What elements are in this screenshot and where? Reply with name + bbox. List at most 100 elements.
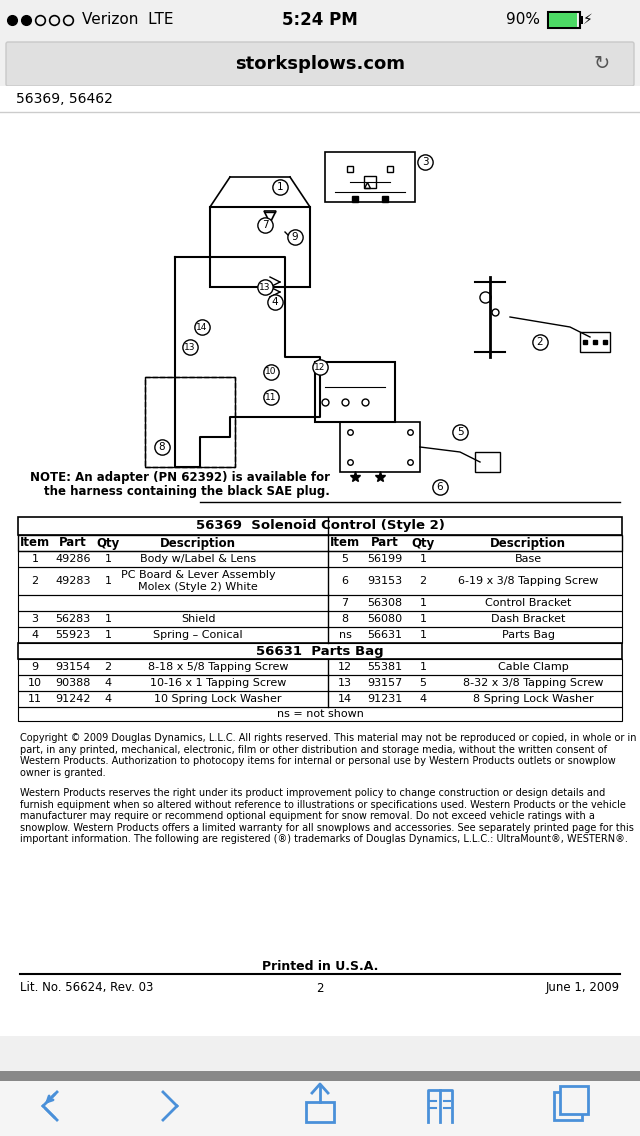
Bar xyxy=(580,16,583,24)
Bar xyxy=(0,0,640,44)
Text: 10: 10 xyxy=(265,368,276,376)
Text: Printed in U.S.A.: Printed in U.S.A. xyxy=(262,960,378,972)
Text: 10-16 x 1 Tapping Screw: 10-16 x 1 Tapping Screw xyxy=(150,678,286,688)
Bar xyxy=(145,377,235,467)
Text: 56308: 56308 xyxy=(367,598,403,608)
Text: 2: 2 xyxy=(419,576,427,586)
Text: 1: 1 xyxy=(419,630,426,640)
Text: 56283: 56283 xyxy=(56,613,91,624)
Text: 5: 5 xyxy=(342,554,349,563)
Text: Copyright © 2009 Douglas Dynamics, L.L.C. All rights reserved. This material may: Copyright © 2009 Douglas Dynamics, L.L.C… xyxy=(20,733,637,778)
Text: 3: 3 xyxy=(31,613,38,624)
Text: 1: 1 xyxy=(104,576,111,586)
Text: 8-32 x 3/8 Tapping Screw: 8-32 x 3/8 Tapping Screw xyxy=(463,678,604,688)
Text: 1: 1 xyxy=(31,554,38,563)
Text: 7: 7 xyxy=(341,598,349,608)
Text: 1: 1 xyxy=(419,598,426,608)
Text: 13: 13 xyxy=(184,342,196,351)
Text: 1: 1 xyxy=(419,613,426,624)
Text: 13: 13 xyxy=(259,283,271,292)
Text: 2: 2 xyxy=(31,576,38,586)
Text: Body w/Label & Lens: Body w/Label & Lens xyxy=(140,554,256,563)
Text: 93157: 93157 xyxy=(367,678,403,688)
Text: 2: 2 xyxy=(316,982,324,994)
Text: 12: 12 xyxy=(338,662,352,673)
Text: 1: 1 xyxy=(419,554,426,563)
Text: 12: 12 xyxy=(314,362,326,371)
Text: 1: 1 xyxy=(419,662,426,673)
Text: 5: 5 xyxy=(419,678,426,688)
Bar xyxy=(18,517,622,535)
Text: 11: 11 xyxy=(265,393,276,401)
Text: 6-19 x 3/8 Tapping Screw: 6-19 x 3/8 Tapping Screw xyxy=(458,576,598,586)
Text: Dash Bracket: Dash Bracket xyxy=(491,613,565,624)
Text: 91231: 91231 xyxy=(367,694,403,704)
Bar xyxy=(8,44,632,84)
Bar xyxy=(18,643,622,659)
Text: 55381: 55381 xyxy=(367,662,403,673)
Text: Part: Part xyxy=(371,536,399,550)
Text: Verizon  LTE: Verizon LTE xyxy=(82,12,173,27)
Text: 56369, 56462: 56369, 56462 xyxy=(16,92,113,106)
Text: the harness containing the black SAE plug.: the harness containing the black SAE plu… xyxy=(44,485,330,499)
Bar xyxy=(18,567,622,595)
Bar xyxy=(0,112,640,1036)
Bar xyxy=(18,611,622,627)
Text: 3: 3 xyxy=(422,157,428,167)
Bar xyxy=(210,207,310,287)
Bar xyxy=(0,1071,640,1081)
Text: 56369  Solenoid Control (Style 2): 56369 Solenoid Control (Style 2) xyxy=(196,519,444,533)
Text: Base: Base xyxy=(515,554,541,563)
Text: 8: 8 xyxy=(159,442,165,452)
Text: 90388: 90388 xyxy=(55,678,91,688)
Text: Shield: Shield xyxy=(180,613,215,624)
Text: Description: Description xyxy=(490,536,566,550)
Text: Spring – Conical: Spring – Conical xyxy=(153,630,243,640)
Bar xyxy=(18,659,622,675)
Text: 1: 1 xyxy=(104,630,111,640)
Bar xyxy=(325,152,415,202)
Text: 93154: 93154 xyxy=(56,662,91,673)
Text: 4: 4 xyxy=(104,694,111,704)
Text: PC Board & Lever Assembly: PC Board & Lever Assembly xyxy=(121,570,275,580)
Text: Western Products reserves the right under its product improvement policy to chan: Western Products reserves the right unde… xyxy=(20,788,634,844)
Text: 93153: 93153 xyxy=(367,576,403,586)
Text: 2: 2 xyxy=(104,662,111,673)
Text: 6: 6 xyxy=(436,482,444,492)
Text: 13: 13 xyxy=(338,678,352,688)
Text: NOTE: An adapter (PN 62392) is available for: NOTE: An adapter (PN 62392) is available… xyxy=(30,470,330,484)
Text: Description: Description xyxy=(160,536,236,550)
Text: 11: 11 xyxy=(28,694,42,704)
Bar xyxy=(475,452,500,471)
Text: 8: 8 xyxy=(341,613,349,624)
FancyBboxPatch shape xyxy=(6,42,634,86)
Text: 8-18 x 5/8 Tapping Screw: 8-18 x 5/8 Tapping Screw xyxy=(148,662,288,673)
Text: 1: 1 xyxy=(104,554,111,563)
Text: 4: 4 xyxy=(104,678,111,688)
Text: 14: 14 xyxy=(196,323,208,332)
Text: Qty: Qty xyxy=(97,536,120,550)
Bar xyxy=(580,332,610,352)
Bar xyxy=(18,691,622,707)
Bar xyxy=(549,12,577,27)
Text: 56631: 56631 xyxy=(367,630,403,640)
Text: Part: Part xyxy=(59,536,87,550)
Bar xyxy=(18,707,622,721)
Text: 1: 1 xyxy=(276,182,284,192)
Text: 4: 4 xyxy=(272,296,278,307)
Text: 56631  Parts Bag: 56631 Parts Bag xyxy=(256,644,384,658)
Text: 91242: 91242 xyxy=(55,694,91,704)
Text: ↻: ↻ xyxy=(594,55,610,74)
Text: Cable Clamp: Cable Clamp xyxy=(498,662,568,673)
Bar xyxy=(0,86,640,112)
Text: ⚡: ⚡ xyxy=(583,12,593,27)
Text: Item: Item xyxy=(330,536,360,550)
Bar xyxy=(560,1086,588,1114)
Text: 49283: 49283 xyxy=(55,576,91,586)
Bar xyxy=(554,1092,582,1120)
Text: 10: 10 xyxy=(28,678,42,688)
Text: Parts Bag: Parts Bag xyxy=(502,630,554,640)
Text: 49286: 49286 xyxy=(55,554,91,563)
Text: 4: 4 xyxy=(419,694,427,704)
Bar xyxy=(18,675,622,691)
